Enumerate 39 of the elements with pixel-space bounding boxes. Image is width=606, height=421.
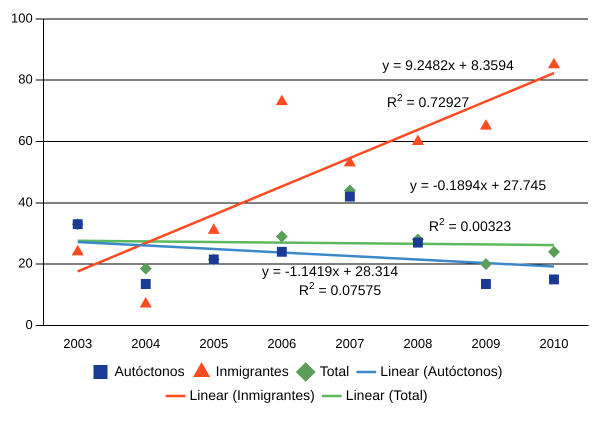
point (480, 258, 492, 270)
x-tick-label: 2008 (403, 336, 432, 351)
point (548, 246, 560, 258)
legend-label: Autóctonos (114, 362, 185, 379)
point (276, 94, 288, 106)
y-tick-label: 0 (25, 316, 33, 332)
point (480, 279, 491, 289)
y-tick-label: 20 (18, 256, 33, 271)
x-tick-label: 2010 (540, 336, 568, 351)
y-tick-label: 100 (10, 10, 33, 26)
legend-label: Linear (Total) (346, 386, 428, 403)
annotation: y = -1.1419x + 28.314 (262, 262, 398, 279)
point (276, 230, 288, 242)
point (208, 223, 220, 234)
point (276, 246, 287, 257)
point (344, 156, 356, 166)
point (344, 192, 355, 202)
legend-label: Linear (Autóctonos) (380, 362, 502, 379)
point (549, 274, 559, 284)
x-tick-label: 2005 (199, 336, 228, 351)
x-tick-label: 2004 (131, 336, 160, 351)
x-tick-label: 2009 (471, 336, 500, 351)
annotation: y = 9.2482x + 8.3594 (382, 56, 514, 73)
legend-label: Linear (Inmigrantes) (190, 386, 315, 403)
point (548, 58, 560, 68)
y-tick-label: 80 (18, 72, 33, 87)
legend-label: Inmigrantes (216, 362, 289, 379)
legend-label: Total (320, 362, 350, 379)
x-tick-label: 2007 (335, 336, 364, 351)
annotation: y = -0.1894x + 27.745 (410, 176, 546, 193)
point (140, 279, 151, 289)
x-tick-label: 2003 (63, 336, 92, 351)
point (480, 119, 492, 130)
y-tick-label: 60 (18, 133, 33, 148)
point (412, 134, 424, 145)
x-tick-label: 2006 (267, 336, 296, 351)
point (412, 238, 423, 248)
y-tick-label: 40 (18, 194, 33, 210)
point (140, 262, 152, 275)
